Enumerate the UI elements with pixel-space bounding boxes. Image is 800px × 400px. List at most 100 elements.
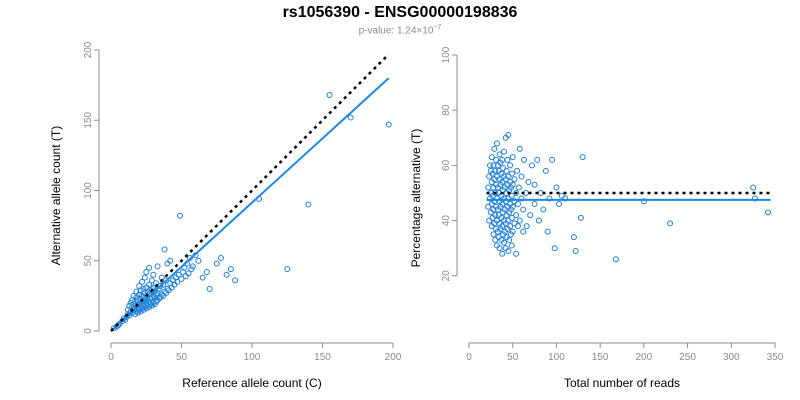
x-tick-label: 200 (636, 352, 653, 363)
y-tick-label: 200 (83, 41, 94, 58)
data-point (284, 266, 291, 273)
data-point (492, 190, 499, 196)
data-point (164, 260, 171, 267)
data-point (182, 273, 189, 280)
data-point (509, 203, 516, 210)
data-point (139, 278, 146, 285)
data-point (232, 277, 239, 284)
data-point (227, 266, 234, 273)
data-point (130, 292, 137, 299)
data-point (347, 114, 354, 121)
data-point (509, 154, 516, 161)
data-point (486, 162, 493, 169)
y-tick-label: 80 (441, 104, 452, 116)
data-point (570, 234, 577, 241)
data-point (537, 190, 544, 196)
data-point (542, 167, 549, 174)
y-tick-label: 60 (441, 159, 452, 171)
data-point (549, 156, 556, 163)
scatter-allele-counts: 0 50 100 150 200 0 50 100 150 200 Reference allele… (49, 41, 402, 390)
y-tick-label: 100 (83, 182, 94, 199)
data-point (385, 121, 392, 128)
reference-line (110, 53, 390, 332)
data-point (326, 91, 333, 98)
x-axis-label: Reference allele count (C) (182, 376, 321, 390)
data-point (507, 162, 514, 169)
data-point (511, 176, 518, 183)
y-axis-label: Percentage alternative (T) (409, 129, 423, 268)
data-point (147, 301, 154, 308)
data-point (493, 140, 500, 147)
data-point (491, 145, 498, 152)
data-point (151, 301, 158, 308)
data-point (305, 201, 312, 208)
data-point (185, 270, 192, 277)
x-tick-label: 150 (314, 352, 331, 363)
data-point (492, 167, 499, 174)
data-point (551, 245, 558, 252)
data-point (505, 132, 512, 139)
data-point (485, 184, 492, 191)
data-point (507, 223, 514, 230)
data-point (540, 206, 547, 213)
data-point (518, 173, 525, 180)
data-point (531, 181, 538, 188)
fit-line (110, 77, 390, 332)
y-tick-label: 20 (441, 270, 452, 282)
data-point (148, 277, 155, 284)
data-point (520, 206, 527, 213)
data-point (499, 250, 506, 257)
data-point (496, 151, 503, 158)
data-point (516, 145, 523, 152)
x-tick-label: 200 (385, 352, 402, 363)
data-point (546, 195, 553, 202)
data-point (150, 271, 157, 278)
chart-subtitle: p-value: 1.24×10−7 (0, 24, 800, 36)
y-tick-label: 40 (441, 215, 452, 227)
data-point (217, 254, 224, 261)
x-tick-label: 300 (723, 352, 740, 363)
data-point (521, 156, 528, 163)
data-point (199, 274, 206, 281)
data-point (154, 263, 161, 270)
data-point (765, 209, 772, 216)
data-point (508, 170, 515, 177)
x-tick-label: 0 (108, 352, 114, 363)
data-point (556, 201, 563, 208)
data-point (175, 271, 182, 278)
data-point (504, 156, 511, 163)
data-point (213, 260, 220, 267)
data-point (509, 228, 516, 235)
data-point (146, 264, 153, 271)
data-point (527, 212, 534, 219)
data-point (640, 198, 647, 205)
data-point (518, 195, 525, 202)
chart-title: rs1056390 - ENSG00000198836 (282, 4, 518, 21)
x-tick-label: 100 (244, 352, 261, 363)
data-point (525, 178, 532, 185)
data-point (535, 217, 542, 224)
data-point (515, 184, 522, 191)
data-point (520, 228, 527, 235)
data-point (148, 302, 155, 309)
data-point (488, 154, 495, 161)
data-point (188, 266, 195, 273)
data-point (195, 257, 202, 264)
data-point (513, 212, 520, 219)
data-point (131, 311, 138, 318)
data-point (141, 274, 148, 281)
data-point (513, 250, 520, 257)
data-point (612, 256, 619, 263)
data-point (174, 278, 181, 285)
data-point (553, 184, 560, 191)
data-point (577, 214, 584, 221)
data-point (508, 242, 515, 249)
data-point (167, 257, 174, 264)
data-point (523, 223, 530, 230)
data-point (490, 162, 497, 169)
data-point (223, 271, 230, 278)
data-point (500, 239, 507, 246)
y-axis-label: Alternative allele count (T) (49, 126, 63, 265)
data-point (155, 295, 162, 302)
data-point (150, 299, 157, 306)
